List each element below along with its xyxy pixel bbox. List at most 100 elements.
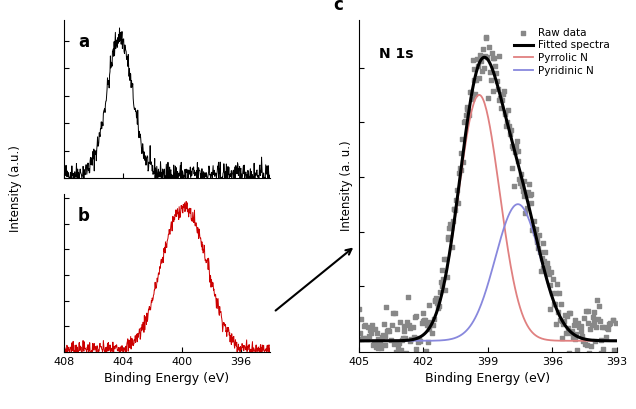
Pyrrolic N [355,338,363,343]
Raw data [518,178,529,184]
Raw data [522,205,532,211]
Text: b: b [78,207,90,225]
Raw data [527,191,537,198]
Raw data [478,46,488,52]
Raw data [419,317,429,324]
Raw data [411,312,422,319]
Raw data [489,55,499,61]
Raw data [609,317,619,324]
Raw data [549,301,559,308]
Raw data [568,333,578,340]
Raw data [369,340,379,347]
Raw data [448,206,459,212]
Raw data [495,94,506,101]
Raw data [429,315,439,322]
Raw data [356,330,366,336]
Raw data [496,104,506,111]
Raw data [380,341,390,348]
Raw data [459,119,469,125]
Raw data [593,316,603,323]
Raw data [377,334,387,341]
Raw data [390,309,400,316]
Raw data [550,301,560,308]
Raw data [590,337,600,344]
Raw data [364,333,374,339]
Raw data [431,297,441,303]
Raw data [551,321,562,327]
Raw data [494,53,504,59]
Pyrrolic N [476,92,483,97]
Raw data [559,318,569,325]
Raw data [464,112,474,118]
Raw data [537,265,548,271]
Fitted spectra [590,338,597,343]
Pyrrolic N [613,338,621,343]
Raw data [387,321,398,328]
Raw data [486,77,496,83]
Raw data [481,34,492,40]
Raw data [378,332,388,338]
Raw data [391,349,401,355]
Raw data [523,181,534,188]
Raw data [588,313,598,320]
X-axis label: Binding Energy (eV): Binding Energy (eV) [104,372,230,385]
Raw data [404,321,414,328]
Pyrrolic N [514,296,522,301]
Raw data [443,236,453,243]
Raw data [438,276,448,283]
Pyridinic N [590,338,597,343]
Raw data [539,258,550,265]
Raw data [515,175,525,182]
Raw data [441,256,451,263]
Raw data [612,360,622,366]
Raw data [552,281,562,287]
Raw data [562,313,572,320]
Raw data [561,330,571,337]
Raw data [475,56,485,62]
Raw data [586,343,596,349]
Raw data [536,267,546,274]
Raw data [588,309,598,315]
Raw data [450,205,460,212]
Raw data [573,320,583,327]
Raw data [371,344,381,350]
Raw data [556,301,566,307]
Raw data [376,345,386,351]
Raw data [600,360,610,366]
Raw data [465,89,475,96]
Raw data [523,188,533,195]
Raw data [427,330,437,336]
Raw data [581,342,591,348]
Raw data [474,75,484,82]
Raw data [480,53,490,59]
Raw data [503,107,513,113]
Raw data [544,271,554,277]
Raw data [441,273,452,280]
Raw data [602,325,612,331]
Pyridinic N [513,202,520,207]
Raw data [595,349,605,356]
Raw data [530,226,541,232]
Raw data [483,95,494,101]
Raw data [525,200,536,207]
Line: Pyrrolic N: Pyrrolic N [359,95,617,341]
Raw data [386,363,396,369]
Raw data [555,317,565,324]
Raw data [418,310,429,317]
Raw data [368,321,378,328]
Fitted spectra [514,160,522,164]
Raw data [429,297,439,304]
Raw data [421,348,431,355]
Raw data [415,338,425,344]
Raw data [576,328,586,335]
Raw data [510,148,520,155]
Raw data [505,130,515,137]
Raw data [513,148,523,154]
Pyrrolic N [574,338,581,343]
Raw data [456,149,466,156]
Raw data [436,279,446,285]
Pyridinic N [514,202,522,207]
Raw data [428,322,438,328]
Pyrrolic N [590,338,597,343]
Raw data [565,309,576,316]
